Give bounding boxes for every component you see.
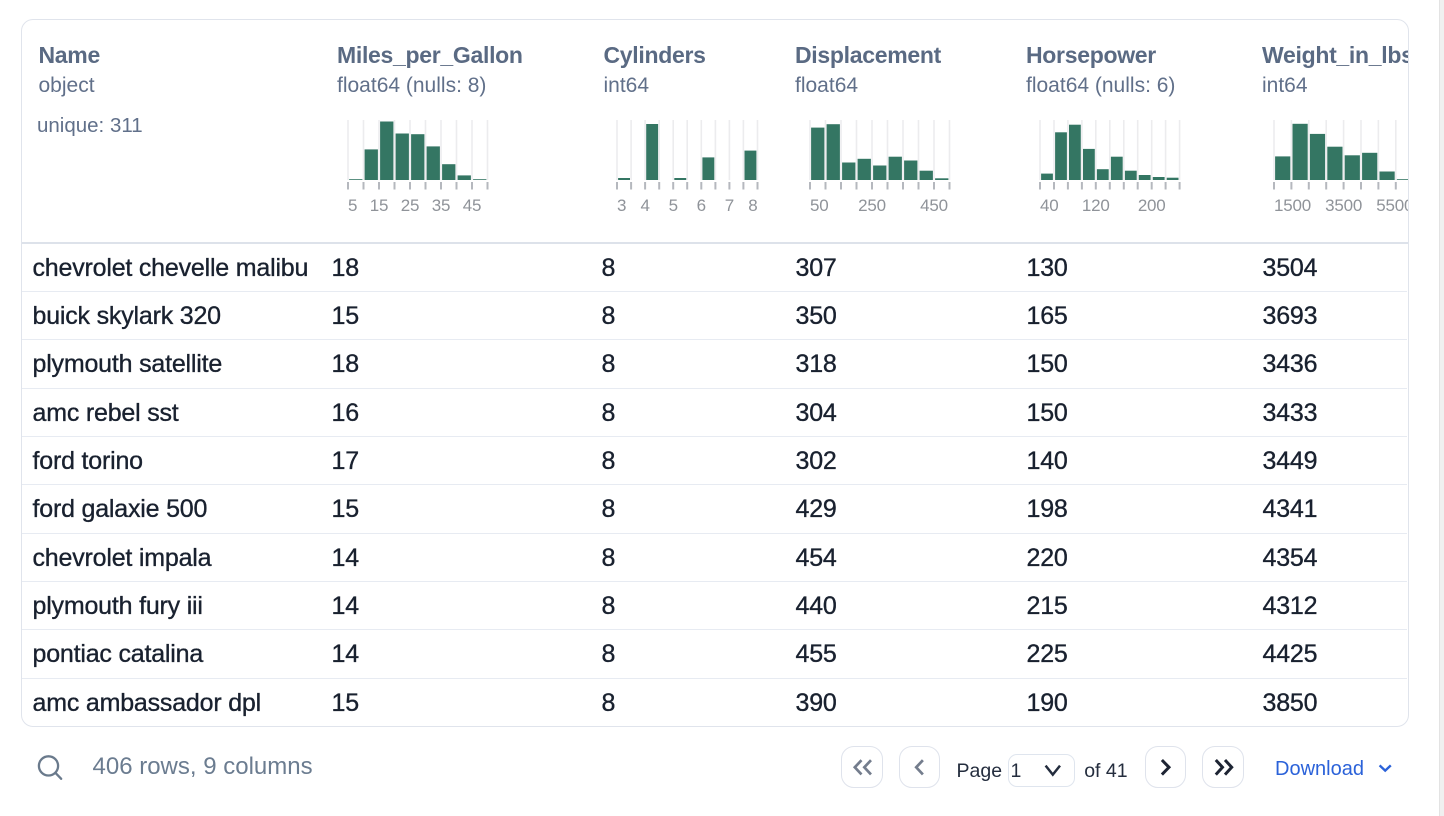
svg-text:5500: 5500 bbox=[1377, 195, 1409, 214]
svg-text:7: 7 bbox=[725, 196, 734, 215]
svg-text:25: 25 bbox=[401, 196, 420, 215]
svg-text:8: 8 bbox=[748, 196, 757, 215]
svg-text:5: 5 bbox=[348, 196, 357, 215]
svg-text:45: 45 bbox=[463, 196, 482, 215]
svg-text:3500: 3500 bbox=[1325, 195, 1362, 214]
svg-text:50: 50 bbox=[810, 196, 829, 215]
svg-text:120: 120 bbox=[1081, 195, 1109, 214]
svg-text:200: 200 bbox=[1137, 195, 1165, 214]
svg-text:5: 5 bbox=[669, 196, 678, 215]
svg-text:1500: 1500 bbox=[1274, 195, 1311, 214]
svg-text:3: 3 bbox=[617, 196, 626, 215]
svg-text:250: 250 bbox=[858, 196, 886, 215]
svg-text:450: 450 bbox=[920, 196, 948, 215]
svg-text:35: 35 bbox=[432, 196, 451, 215]
svg-text:40: 40 bbox=[1039, 195, 1058, 214]
svg-text:6: 6 bbox=[697, 196, 706, 215]
svg-text:4: 4 bbox=[640, 196, 649, 215]
svg-text:15: 15 bbox=[370, 196, 389, 215]
